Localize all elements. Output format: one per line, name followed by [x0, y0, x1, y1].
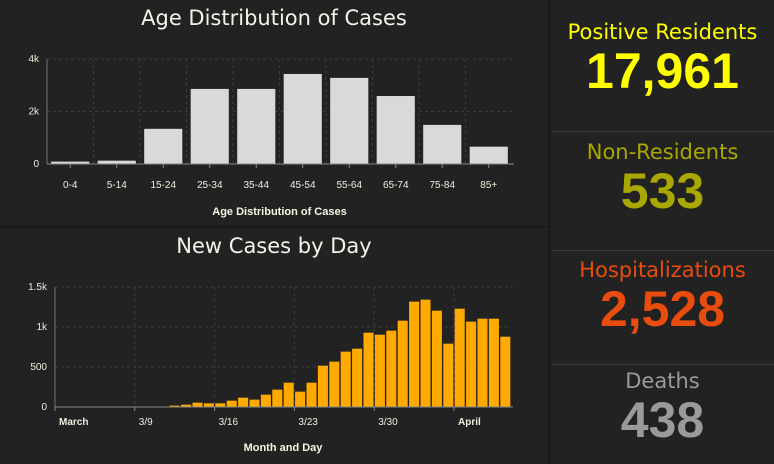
- y-tick-label: 1k: [36, 322, 48, 333]
- indicator-label: Deaths: [625, 369, 700, 393]
- cases-chart-title: New Cases by Day: [176, 234, 372, 258]
- cases-bar: [192, 402, 203, 407]
- x-tick-label: 45-54: [290, 180, 316, 191]
- age-bar: [97, 160, 136, 164]
- cases-bar: [215, 403, 226, 407]
- indicator-value: 2,528: [599, 281, 726, 337]
- x-tick-label: 3/30: [378, 417, 398, 428]
- new-cases-chart: 0 500 1k 1.5k March 3/9 3/16 3/23 3/30 April Month…: [28, 282, 513, 454]
- y-tick-label: 2k: [28, 107, 40, 118]
- cases-bar: [169, 405, 180, 407]
- cases-bar: [454, 308, 465, 407]
- x-axis-label: Month and Day: [244, 442, 324, 454]
- divider: [551, 131, 774, 132]
- indicator-value: 17,961: [586, 43, 739, 99]
- age-bar: [423, 124, 462, 164]
- age-bar: [283, 73, 322, 164]
- indicators-panel: Positive Residents 17,961 Non-Residents …: [551, 0, 774, 464]
- age-chart-title: Age Distribution of Cases: [141, 6, 407, 30]
- cases-bar: [477, 318, 488, 407]
- cases-bar: [295, 391, 306, 407]
- x-tick-label: 3/9: [139, 417, 153, 428]
- y-tick-label: 1.5k: [28, 282, 48, 293]
- y-tick-label: 0: [41, 402, 47, 413]
- cases-bar: [272, 389, 283, 407]
- cases-bar: [488, 318, 499, 407]
- cases-bar: [329, 361, 340, 407]
- cases-bar: [203, 403, 214, 407]
- x-tick-label: 75-84: [429, 180, 455, 191]
- x-tick-label: 0-4: [63, 180, 78, 191]
- x-tick-label: 3/16: [219, 417, 239, 428]
- indicator-label: Hospitalizations: [579, 258, 746, 282]
- cases-bar: [352, 348, 363, 407]
- cases-bar: [340, 351, 351, 407]
- age-bar: [330, 77, 369, 164]
- x-tick-label: 65-74: [383, 180, 409, 191]
- cases-bar: [500, 336, 511, 407]
- cases-bar: [386, 330, 397, 407]
- x-tick-label: March: [59, 417, 88, 428]
- cases-bar: [363, 332, 374, 407]
- age-bar: [144, 128, 183, 164]
- y-tick-label: 4k: [28, 54, 40, 65]
- x-tick-label: 55-64: [336, 180, 362, 191]
- indicator-value: 438: [620, 392, 705, 448]
- cases-bar: [260, 394, 271, 407]
- x-tick-label: 3/23: [298, 417, 318, 428]
- cases-bar: [249, 399, 260, 407]
- y-tick-label: 500: [30, 362, 47, 373]
- cases-bar: [397, 320, 408, 407]
- cases-bar: [317, 365, 328, 407]
- age-bar: [190, 88, 229, 164]
- y-tick-label: 0: [33, 159, 39, 170]
- x-tick-label: 5-14: [107, 180, 127, 191]
- new-cases-panel: New Cases by Day 0 500 1k 1.5k March 3/9 3/16 3…: [0, 228, 548, 464]
- age-bar: [51, 161, 90, 164]
- cases-bar: [431, 310, 442, 407]
- cases-bar: [409, 301, 420, 407]
- indicator-deaths: Deaths 438: [551, 369, 774, 445]
- indicator-positive-residents: Positive Residents 17,961: [551, 20, 774, 96]
- age-bar: [237, 88, 276, 164]
- indicator-non-residents: Non-Residents 533: [551, 140, 774, 216]
- x-tick-label: 35-44: [243, 180, 269, 191]
- divider: [551, 364, 774, 365]
- age-bar: [376, 96, 415, 164]
- x-tick-label: 25-34: [197, 180, 223, 191]
- x-tick-label: 15-24: [150, 180, 176, 191]
- cases-bar: [443, 343, 454, 407]
- indicator-hospitalizations: Hospitalizations 2,528: [551, 258, 774, 334]
- cases-bar: [226, 400, 237, 407]
- age-distribution-chart: 0 2k 4k 0-4 5-14 15-24 25-34 35-44 45-54 55-64 65-…: [28, 54, 514, 218]
- age-bar: [469, 146, 508, 164]
- x-tick-label: 85+: [480, 180, 497, 191]
- cases-bar: [283, 382, 294, 407]
- divider: [551, 250, 774, 251]
- cases-bar: [374, 334, 385, 407]
- cases-bar: [306, 382, 317, 407]
- cases-bar: [181, 404, 192, 407]
- indicator-value: 533: [620, 163, 705, 219]
- cases-bar: [420, 299, 431, 407]
- age-distribution-panel: Age Distribution of Cases 0 2k 4k 0-4 5-14 15…: [0, 0, 548, 226]
- cases-bar: [466, 321, 477, 407]
- indicator-label: Non-Residents: [586, 140, 739, 164]
- x-tick-label: April: [458, 417, 481, 428]
- cases-bar: [238, 397, 249, 407]
- x-axis-label: Age Distribution of Cases: [212, 206, 346, 218]
- indicator-label: Positive Residents: [567, 20, 758, 44]
